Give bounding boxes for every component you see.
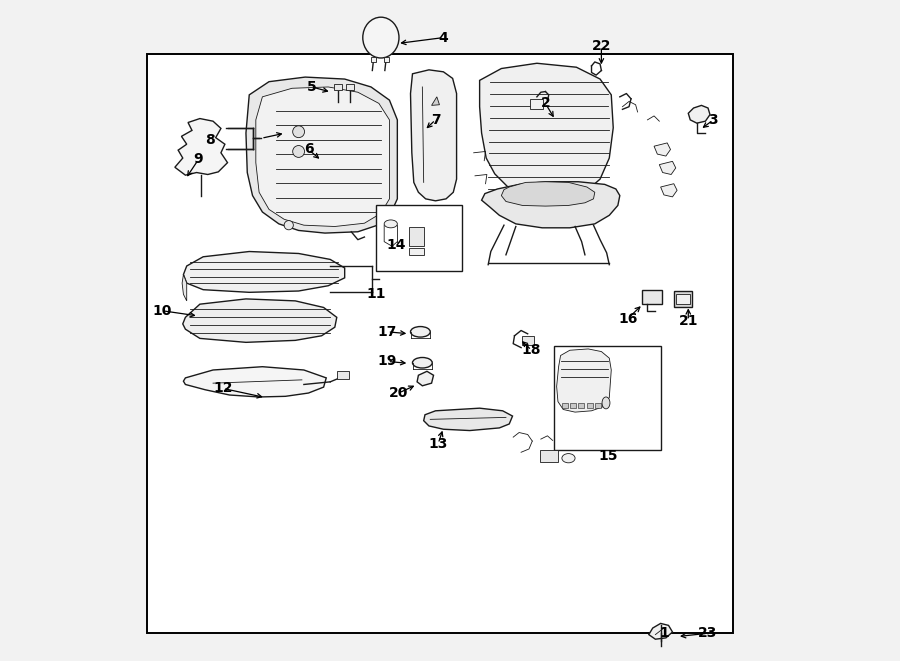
Text: 6: 6 bbox=[303, 143, 313, 157]
Polygon shape bbox=[182, 274, 186, 301]
Text: 21: 21 bbox=[679, 313, 698, 328]
Bar bbox=[554, 346, 661, 450]
Bar bbox=[530, 98, 544, 109]
Text: 22: 22 bbox=[591, 39, 611, 53]
Bar bbox=[643, 290, 662, 304]
Text: 11: 11 bbox=[366, 288, 386, 301]
Text: 2: 2 bbox=[541, 97, 550, 110]
Bar bbox=[346, 84, 354, 91]
Ellipse shape bbox=[412, 358, 432, 368]
Text: 16: 16 bbox=[618, 311, 637, 326]
Text: 20: 20 bbox=[389, 386, 409, 400]
Text: 12: 12 bbox=[213, 381, 233, 395]
Polygon shape bbox=[654, 143, 670, 156]
Text: 4: 4 bbox=[438, 30, 448, 44]
Bar bbox=[334, 84, 342, 91]
Bar bbox=[522, 336, 535, 345]
Text: 10: 10 bbox=[153, 304, 172, 318]
Text: 14: 14 bbox=[386, 238, 406, 252]
Bar bbox=[587, 403, 593, 408]
Polygon shape bbox=[660, 161, 676, 175]
Text: 8: 8 bbox=[205, 133, 214, 147]
Bar bbox=[371, 58, 376, 62]
Polygon shape bbox=[184, 252, 345, 292]
Bar bbox=[570, 403, 576, 408]
Text: 15: 15 bbox=[598, 449, 617, 463]
Ellipse shape bbox=[363, 17, 399, 58]
Ellipse shape bbox=[602, 397, 610, 408]
Text: 13: 13 bbox=[428, 437, 448, 451]
Bar bbox=[677, 294, 689, 304]
Polygon shape bbox=[417, 371, 434, 386]
Circle shape bbox=[284, 221, 293, 230]
Bar bbox=[674, 291, 692, 307]
Text: 7: 7 bbox=[431, 113, 440, 127]
Text: 23: 23 bbox=[698, 626, 717, 641]
Text: 19: 19 bbox=[378, 354, 397, 368]
Text: 3: 3 bbox=[708, 113, 718, 127]
Text: 5: 5 bbox=[307, 80, 317, 94]
Bar bbox=[337, 371, 348, 379]
Bar bbox=[383, 58, 389, 62]
Bar bbox=[579, 403, 584, 408]
Polygon shape bbox=[661, 184, 677, 197]
Ellipse shape bbox=[384, 220, 397, 228]
Text: 18: 18 bbox=[522, 343, 542, 357]
Text: 17: 17 bbox=[378, 325, 397, 339]
Polygon shape bbox=[424, 408, 512, 430]
Polygon shape bbox=[432, 97, 439, 105]
Polygon shape bbox=[482, 182, 620, 228]
Bar bbox=[539, 450, 558, 462]
Polygon shape bbox=[501, 182, 595, 206]
Bar bbox=[562, 403, 568, 408]
Bar bbox=[376, 206, 462, 271]
Circle shape bbox=[292, 126, 304, 137]
Bar bbox=[410, 227, 424, 247]
Ellipse shape bbox=[562, 453, 575, 463]
Polygon shape bbox=[184, 367, 327, 397]
Polygon shape bbox=[688, 105, 710, 123]
Text: 9: 9 bbox=[194, 153, 203, 167]
Polygon shape bbox=[480, 63, 613, 199]
Polygon shape bbox=[246, 77, 397, 233]
Polygon shape bbox=[183, 299, 337, 342]
Polygon shape bbox=[175, 118, 228, 175]
Polygon shape bbox=[256, 87, 390, 227]
Bar bbox=[595, 403, 600, 408]
Polygon shape bbox=[649, 623, 672, 639]
Bar bbox=[148, 54, 733, 633]
Polygon shape bbox=[556, 349, 611, 412]
Ellipse shape bbox=[410, 327, 430, 337]
Circle shape bbox=[292, 145, 304, 157]
Polygon shape bbox=[410, 70, 456, 201]
Text: 1: 1 bbox=[659, 626, 669, 641]
Bar bbox=[410, 248, 424, 255]
